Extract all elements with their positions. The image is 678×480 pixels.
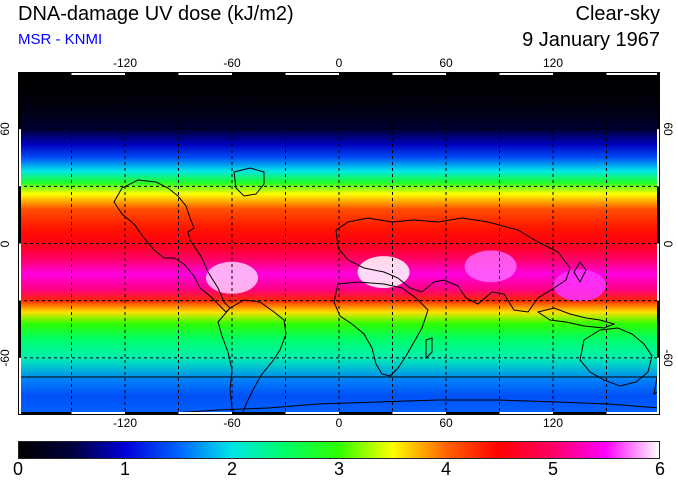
frame-segment [18,300,21,358]
lon-tick-label-top: 120 [542,56,564,70]
frame-segment [18,412,72,415]
colorbar-svg [19,442,659,458]
frame-segment [446,412,500,415]
coastline-africa [333,281,429,377]
lon-tick-label-top: 0 [335,56,343,70]
coastline-north-america [113,179,231,313]
lon-tick-label-bottom: 60 [439,416,453,430]
coastline-antarctica [18,376,660,415]
frame-segment [18,186,21,244]
chart-title: DNA-damage UV dose (kJ/m2) [18,3,294,25]
colorbar-label: 6 [654,459,666,479]
colorbar-label: 0 [12,459,24,479]
colorbar-label: 1 [119,459,131,479]
lat-tick-label-left: 0 [0,240,12,247]
lat-tick-label-left: -60 [0,349,12,367]
lon-tick-label-bottom: 0 [335,416,343,430]
frame-segment [657,186,660,244]
coastline-indonesia [536,307,616,329]
colorbar-label: 5 [547,459,559,479]
frame-segment [178,412,232,415]
lon-tick-label-bottom: -60 [223,416,241,430]
frame-segment [178,72,232,75]
frame-segment [18,357,21,415]
frame-segment [553,412,607,415]
uv-dose-map [18,72,660,415]
lat-tick-label-right: 0 [661,240,675,247]
coastline-madagascar [425,337,433,360]
frame-segment [657,300,660,358]
frame-segment [232,412,286,415]
frame-segment [446,72,500,75]
coastline-eurasia [335,217,571,313]
lon-tick-label-top: 60 [439,56,453,70]
frame-segment [606,72,660,75]
frame-segment [285,72,339,75]
coastline-japan [573,261,587,284]
frame-segment [18,129,21,187]
frame-segment [657,129,660,187]
graticule [18,72,660,415]
frame-segment [125,72,179,75]
frame-segment [71,72,125,75]
frame-segment [392,72,446,75]
chart-subtitle: MSR - KNMI [18,31,103,48]
lon-tick-label-top: -120 [112,56,138,70]
lon-tick-label-top: -60 [223,56,241,70]
colorbar-gradient [19,442,659,458]
frame-segment [657,357,660,415]
frame-segment [657,243,660,301]
hotspot-indian-ocean [464,250,517,283]
lat-tick-label-left: 60 [0,122,12,136]
frame-segment [232,72,286,75]
colorbar-label: 2 [226,459,238,479]
coastline-greenland [233,167,265,197]
frame-segment [392,412,446,415]
lat-tick-label-right: 60 [661,122,675,136]
colorbar-label: 4 [440,459,452,479]
frame-segment [499,72,553,75]
coastlines [18,167,660,415]
frame-segment [18,72,72,75]
colorbar-label: 3 [333,459,345,479]
hotspot-australia [553,269,606,302]
map-svg [18,72,660,415]
frame-segment [125,412,179,415]
colorbar [18,441,660,459]
frame-segment [71,412,125,415]
lon-tick-label-bottom: -120 [112,416,138,430]
chart-date: 9 January 1967 [522,29,660,51]
lat-tick-label-right: -60 [661,349,675,367]
coastline-south-america [217,299,287,415]
lon-tick-label-bottom: 120 [542,416,564,430]
frame-segment [606,412,660,415]
frame-segment [18,72,21,130]
frame-segment [285,412,339,415]
frame-segment [657,72,660,130]
frame-segment [553,72,607,75]
frame-segment [499,412,553,415]
frame-segment [339,72,393,75]
frame-segment [18,243,21,301]
map-border [18,72,660,415]
sky-condition: Clear-sky [575,3,660,25]
coastline-australia [579,327,653,387]
map-frame [18,72,660,415]
frame-segment [339,412,393,415]
